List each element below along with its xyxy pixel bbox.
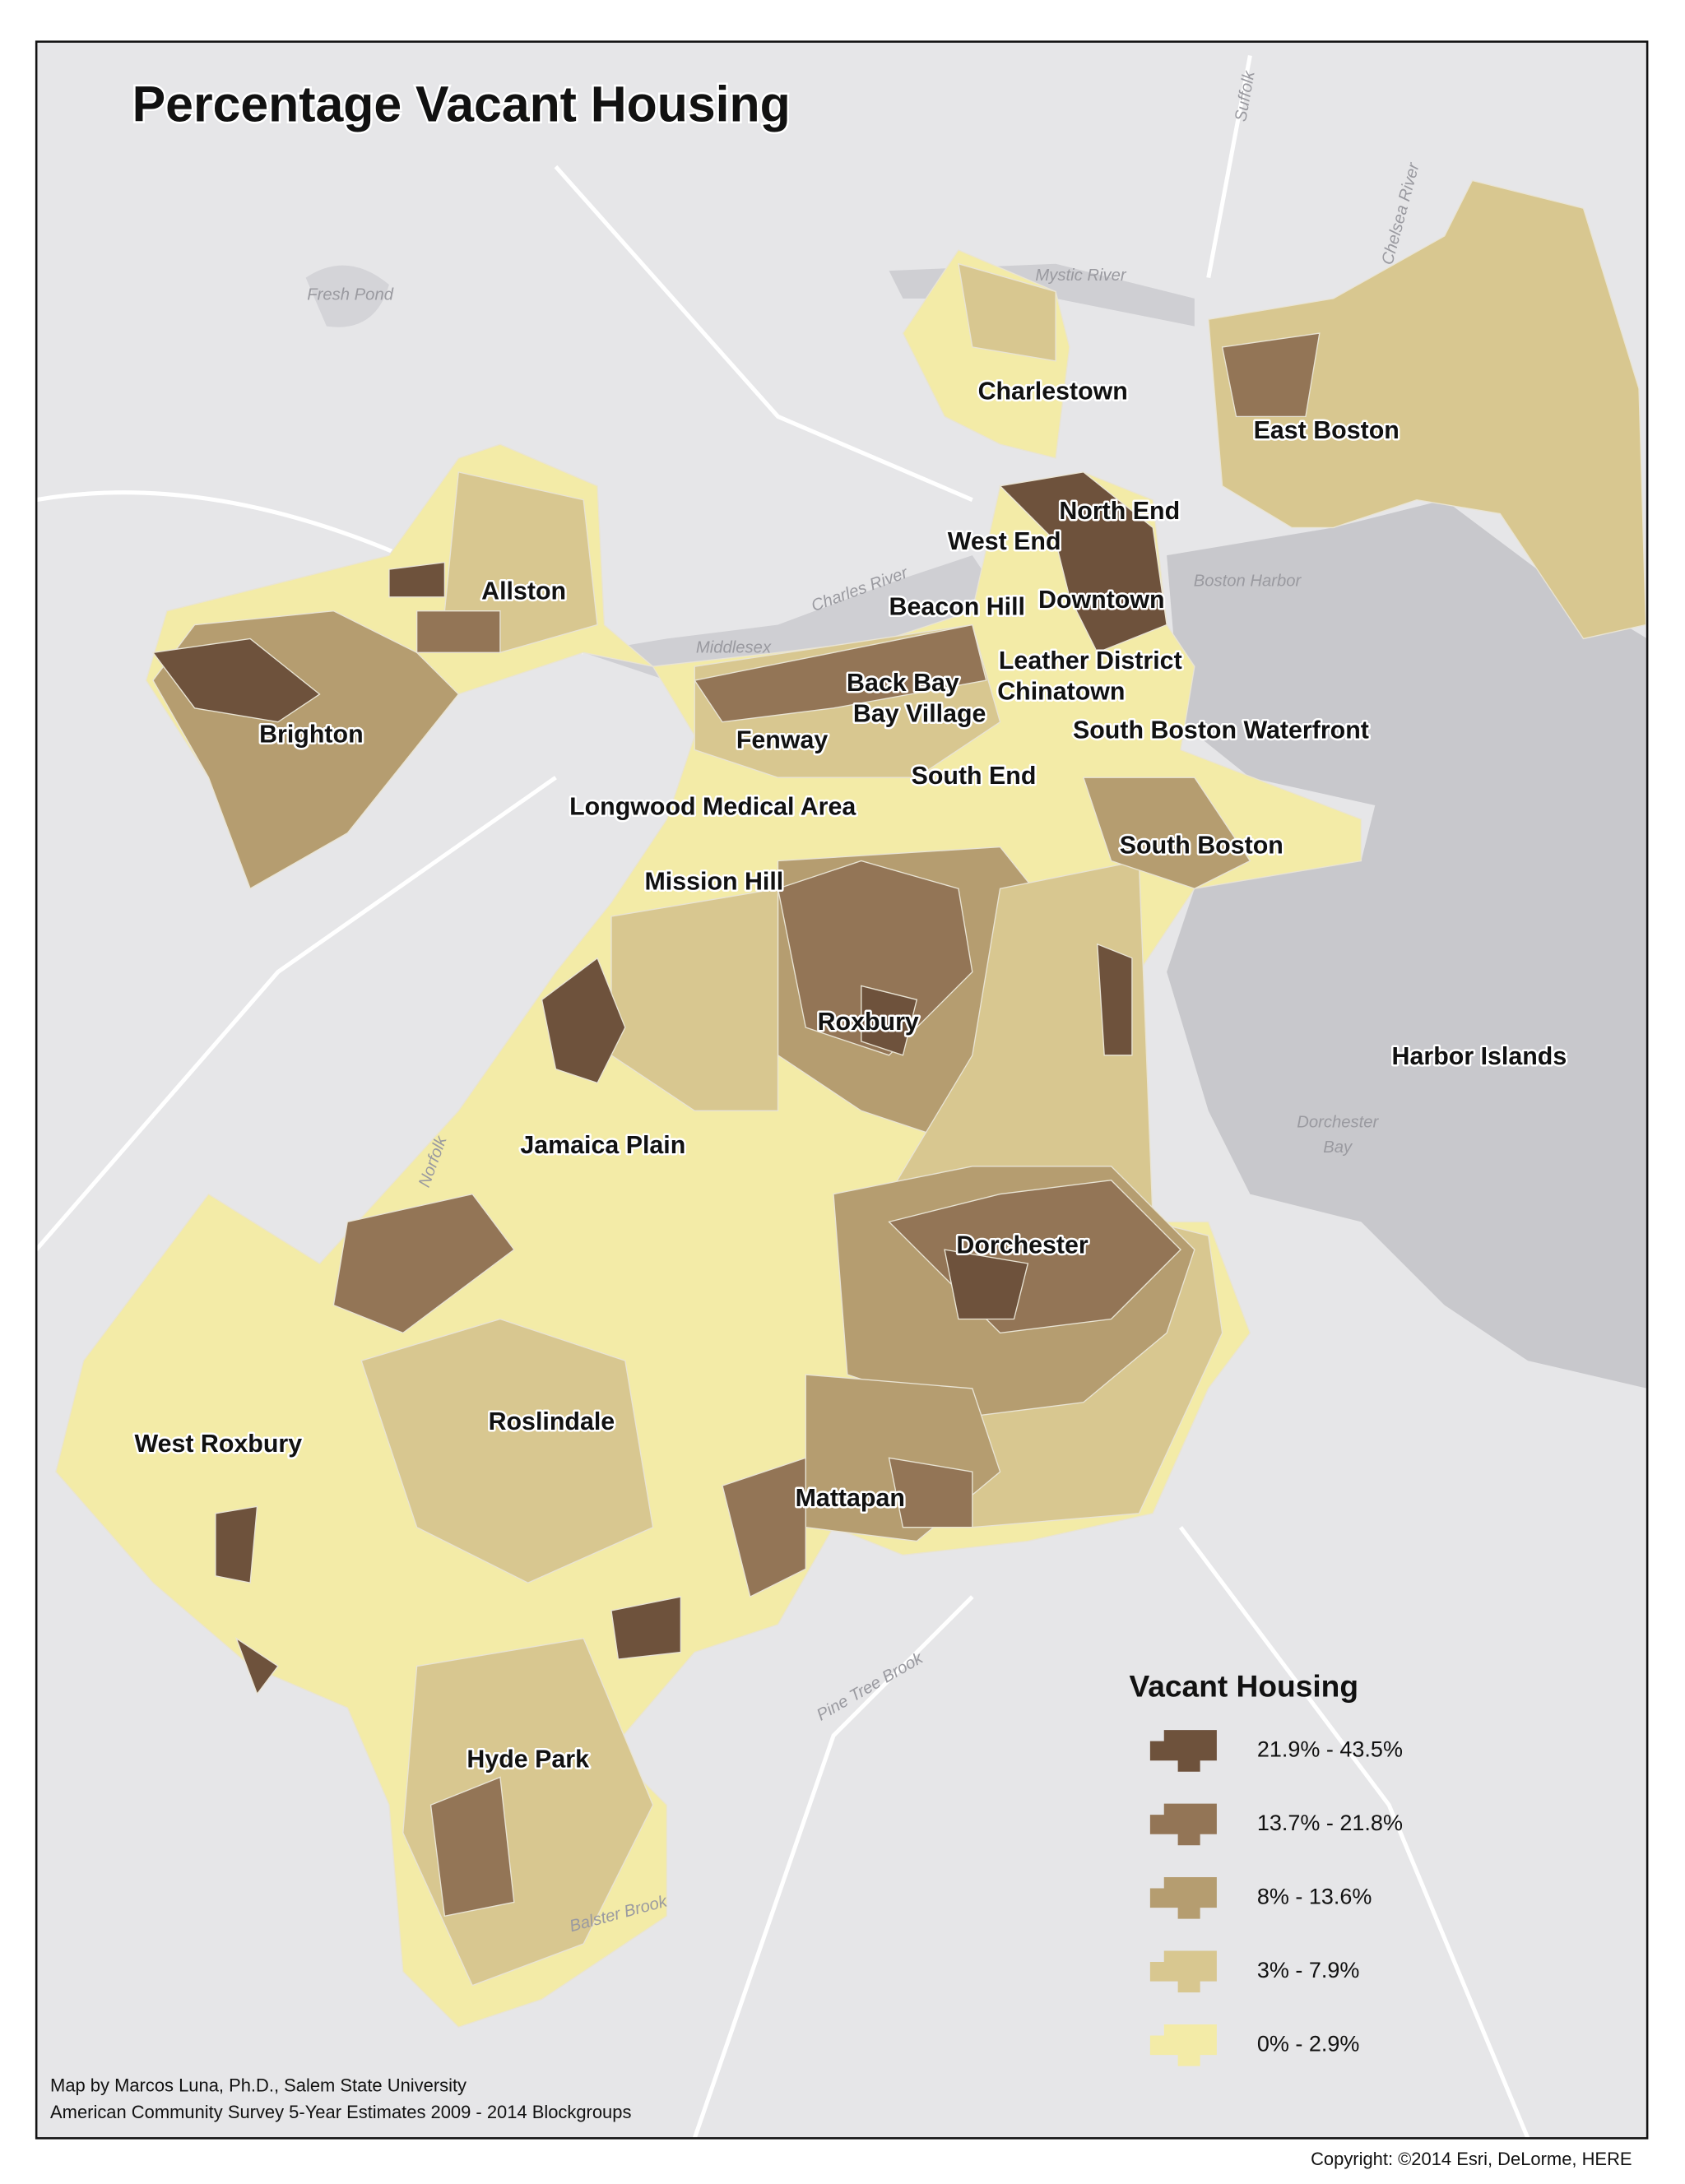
- legend-title: Vacant Housing: [1130, 1668, 1359, 1703]
- neighborhood-label: Leather District: [999, 647, 1182, 675]
- vacancy-region: [151, 638, 321, 723]
- legend-label: 0% - 2.9%: [1257, 2031, 1360, 2056]
- vacancy-region: [1096, 943, 1133, 1056]
- neighborhood-label: West Roxbury: [134, 1430, 302, 1458]
- fresh-pond: [305, 265, 389, 327]
- neighborhood-label: Downtown: [1038, 586, 1165, 614]
- legend-label: 13.7% - 21.8%: [1257, 1811, 1403, 1835]
- legend-swatch: [1149, 1730, 1217, 1772]
- place-label: Dorchester: [1297, 1114, 1379, 1132]
- neighborhood-label: South Boston: [1120, 832, 1283, 860]
- legend-swatch: [1149, 1877, 1217, 1919]
- vacancy-region: [429, 1776, 515, 1917]
- neighborhood-label: Back Bay: [847, 669, 959, 697]
- credit: Map by Marcos Luna, Ph.D., Salem State U…: [50, 2075, 467, 2096]
- charles-river: [583, 555, 1000, 681]
- vacancy-region: [861, 985, 918, 1056]
- neighborhood-labels: Charlestown East Boston North End West E…: [132, 375, 1569, 1775]
- vacancy-region: [541, 957, 626, 1084]
- place-label: Middlesex: [696, 638, 772, 656]
- vacancy-region: [610, 1596, 682, 1660]
- neighborhood-label: Longwood Medical Area: [569, 792, 856, 820]
- roads: [35, 55, 1530, 2140]
- vacancy-region: [215, 1505, 258, 1584]
- vacancy-region: [55, 471, 1362, 2029]
- road: [35, 776, 557, 1251]
- legend-swatch: [1149, 2024, 1217, 2066]
- place-label: Fresh Pond: [307, 286, 393, 304]
- vacancy-region: [777, 860, 973, 1056]
- neighborhood-label: Hyde Park: [467, 1745, 589, 1773]
- legend-label: 8% - 13.6%: [1257, 1884, 1372, 1908]
- vacancy-region: [694, 624, 987, 723]
- vacancy-region: [234, 1636, 279, 1695]
- map-title: Percentage Vacant Housing: [132, 77, 791, 132]
- neighborhood-label: South End: [912, 762, 1037, 790]
- vacancy-region: [722, 1457, 806, 1598]
- vacancy-region: [332, 1193, 515, 1334]
- neighborhood-label: Bay Village: [853, 699, 986, 727]
- road: [1206, 55, 1252, 279]
- legend-label: 3% - 7.9%: [1257, 1958, 1360, 1982]
- copyright: Copyright: ©2014 Esri, DeLorme, HERE: [1311, 2149, 1632, 2169]
- credit: American Community Survey 5-Year Estimat…: [50, 2102, 631, 2122]
- vacancy-regions: [55, 179, 1647, 2029]
- neighborhood-label: West End: [948, 527, 1061, 555]
- neighborhood-label: Chinatown: [997, 677, 1125, 705]
- neighborhood-label: Allston: [481, 577, 566, 605]
- legend-label: 21.9% - 43.5%: [1257, 1737, 1403, 1762]
- vacancy-region: [999, 471, 1167, 654]
- neighborhood-label: Jamaica Plain: [520, 1131, 685, 1159]
- harbor: [1167, 499, 1648, 1389]
- road: [692, 1595, 974, 2140]
- neighborhood-label: Charlestown: [978, 378, 1128, 406]
- vacancy-region: [944, 1249, 1029, 1320]
- neighborhood-label: Dorchester: [956, 1231, 1089, 1259]
- legend: Vacant Housing 21.9% - 43.5% 13.7% - 21.8…: [1130, 1668, 1403, 2066]
- legend-swatch: [1149, 1803, 1217, 1846]
- neighborhood-label: Mattapan: [796, 1484, 905, 1512]
- neighborhood-label: South Boston Waterfront: [1073, 716, 1369, 744]
- place-label: Bay: [1323, 1138, 1353, 1157]
- neighborhood-label: Roxbury: [818, 1008, 919, 1036]
- vacancy-region: [1221, 332, 1321, 418]
- vacancy-region: [388, 561, 446, 598]
- vacancy-region: [888, 1457, 973, 1528]
- neighborhood-label: Fenway: [736, 726, 829, 754]
- neighborhood-label: North End: [1059, 497, 1180, 525]
- neighborhood-label: East Boston: [1254, 416, 1400, 444]
- vacancy-region: [1082, 777, 1251, 889]
- legend-swatch: [1149, 1950, 1217, 1993]
- vacancy-region: [443, 471, 598, 654]
- vacancy-region: [415, 610, 501, 653]
- vacancy-region: [958, 262, 1056, 362]
- road: [554, 165, 973, 502]
- neighborhood-label: Harbor Islands: [1392, 1042, 1567, 1070]
- vacancy-region: [1208, 179, 1647, 640]
- vacancy-region: [360, 1318, 654, 1584]
- neighborhood-label: Mission Hill: [644, 868, 783, 896]
- neighborhood-label: Beacon Hill: [889, 592, 1025, 620]
- neighborhood-label: Roslindale: [489, 1407, 615, 1435]
- place-label: Mystic River: [1035, 267, 1127, 285]
- neighborhood-label: Brighton: [259, 721, 364, 749]
- place-label: Boston Harbor: [1194, 572, 1302, 590]
- frame: [35, 40, 1649, 2140]
- road: [1178, 1526, 1530, 2140]
